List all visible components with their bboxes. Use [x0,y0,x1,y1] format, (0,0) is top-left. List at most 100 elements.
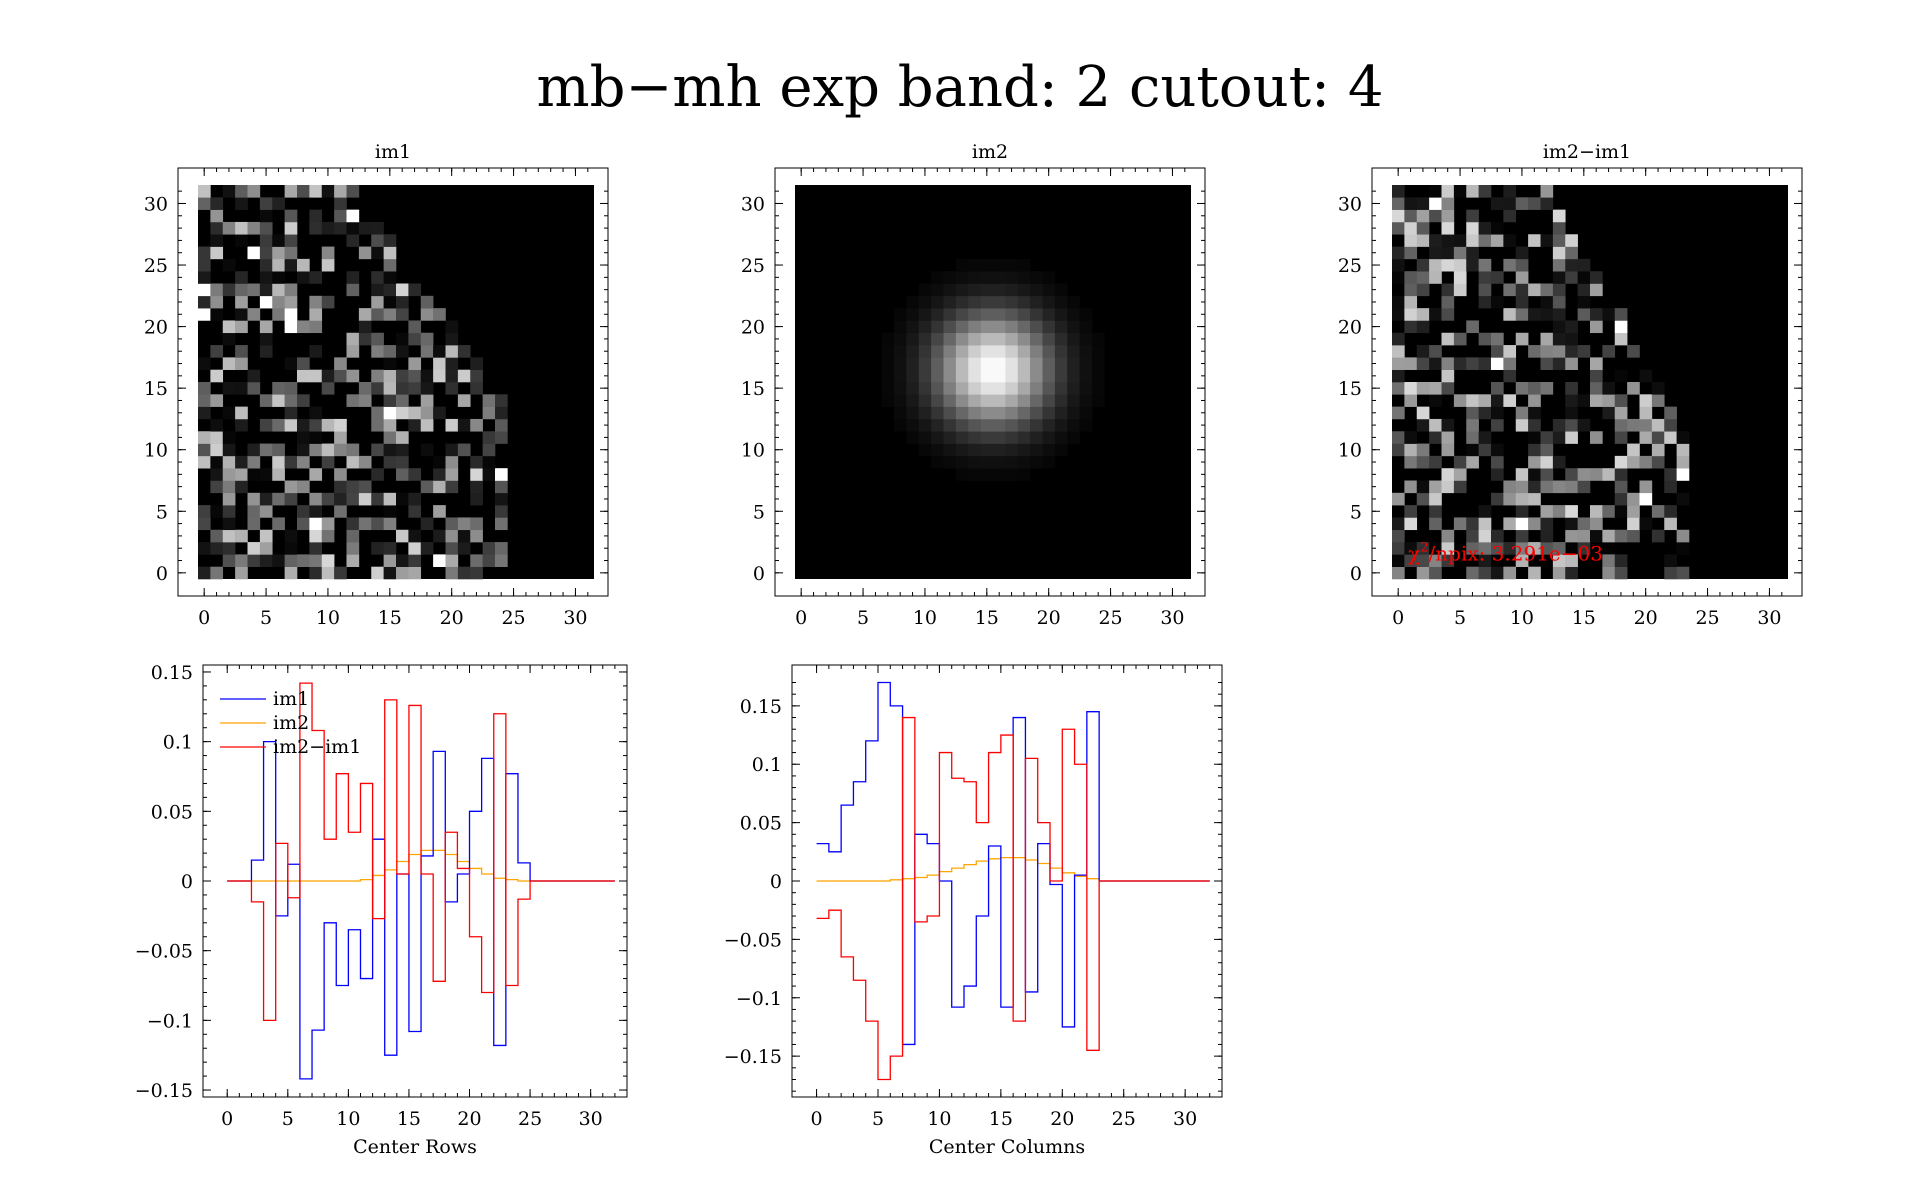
image-pixel [396,345,409,358]
image-pixel [210,308,224,321]
image-pixel [321,529,335,543]
image-pixel [1005,332,1019,346]
image-pixel [1528,480,1541,494]
image-pixel [1528,431,1541,444]
image-pixel [1030,308,1043,321]
image-pixel [408,554,422,567]
image-pixel [1404,221,1418,235]
image-pixel [1392,554,1405,567]
axes-frame [177,167,609,597]
image-pixel [955,283,969,297]
image-pixel [210,468,224,481]
image-pixel [881,332,895,346]
image-pixel [1577,283,1591,297]
image-pixel [1392,185,1405,198]
image-pixel [235,271,248,284]
image-pixel [1478,185,1492,198]
image-pixel [272,418,285,432]
image-pixel [1453,246,1467,260]
image-pixel [1404,542,1418,555]
image-pixel [222,443,236,457]
image-pixel [284,295,298,309]
image-pixel [1614,505,1628,518]
image-pixel [346,283,360,297]
image-pixel [980,418,994,432]
x-tick-label: 20 [1634,607,1658,629]
image-pixel [222,529,236,543]
image-pixel [894,394,907,407]
x-tick-label: 25 [1695,607,1719,629]
image-pixel [1079,394,1093,407]
image-pixel [1466,455,1479,469]
image-pixel [993,332,1006,346]
image-pixel [918,443,932,457]
image-pixel [346,369,360,383]
y-tick-label: 25 [144,255,168,277]
image-pixel [235,480,248,494]
image-pixel [383,406,397,420]
image-pixel [1614,406,1628,420]
image-pixel [1079,418,1093,432]
image-pixel [1639,418,1653,432]
image-pixel [1017,418,1031,432]
image-pixel [1416,418,1430,432]
image-pixel [1528,566,1541,580]
image-pixel [1030,345,1043,358]
image-pixel [445,320,459,334]
x-tick-label: 0 [221,1108,233,1130]
image-pixel [1453,185,1467,198]
image-pixel [943,431,957,444]
image-pixel [445,332,459,346]
image-pixel [1466,185,1479,198]
image-pixel [1590,394,1603,407]
image-pixel [272,382,285,395]
image-pixel [1441,308,1455,321]
image-pixel [297,431,310,444]
image-pixel [1614,529,1628,543]
image-pixel [955,271,969,284]
image-pixel [1515,480,1529,494]
image-pixel [993,345,1006,358]
image-pixel [968,283,981,297]
image-pixel [980,455,994,469]
image-pixel [980,394,994,407]
image-pixel [968,443,981,457]
image-pixel [1429,480,1442,494]
image-pixel [1577,529,1591,543]
image-pixel [1478,406,1492,420]
y-tick-label: 5 [753,501,765,523]
image-pixel [1416,480,1430,494]
x-tick-label: 10 [316,607,340,629]
image-pixel [980,295,994,309]
image-pixel [235,554,248,567]
image-pixel [1503,234,1517,247]
image-pixel [1540,357,1554,370]
image-pixel [396,382,409,395]
image-pixel [1639,406,1653,420]
image-pixel [358,480,372,494]
image-pixel [1577,308,1591,321]
image-pixel [1005,271,1019,284]
image-pixel [198,517,211,531]
image-pixel [968,455,981,469]
image-pixel [272,234,285,247]
image-pixel [1453,271,1467,284]
image-pixel [1092,357,1105,370]
image-pixel [1453,258,1467,272]
image-pixel [993,271,1006,284]
axes-frame [774,167,1206,597]
image-pixel [284,492,298,506]
image-pixel [198,197,211,210]
image-pixel [259,258,273,272]
image-pixel [210,566,224,580]
image-pixel [1079,332,1093,346]
image-pixel [309,517,323,531]
image-pixel [1651,382,1665,395]
image-pixel [1030,283,1043,297]
image-pixel [1552,234,1566,247]
image-pixel [309,418,323,432]
image-pixel [1491,566,1504,580]
image-pixel [1528,382,1541,395]
image-pixel [955,345,969,358]
